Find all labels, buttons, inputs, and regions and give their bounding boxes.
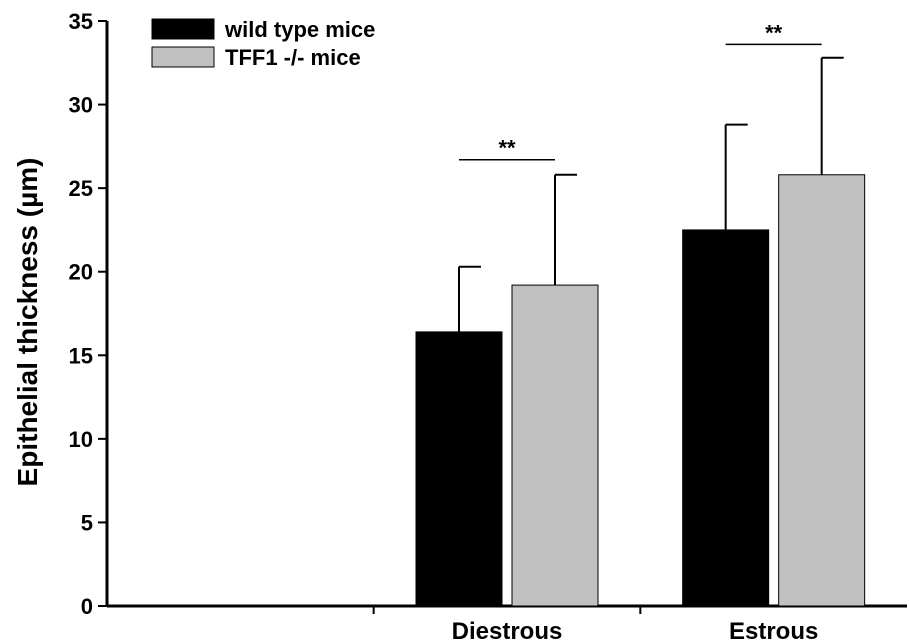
y-tick-label: 35 bbox=[69, 9, 93, 34]
legend-swatch bbox=[151, 18, 215, 40]
x-tick-label: Diestrous bbox=[452, 618, 563, 642]
y-tick-label: 5 bbox=[81, 510, 93, 535]
x-tick-label: Estrous bbox=[729, 618, 818, 642]
bar bbox=[511, 284, 599, 607]
bar bbox=[778, 174, 866, 607]
y-tick-label: 0 bbox=[81, 594, 93, 619]
significance-label: ** bbox=[765, 20, 783, 45]
y-axis-ticks: 0 5 10 15 20 25 30 35 bbox=[69, 9, 107, 619]
y-tick-label: 10 bbox=[69, 427, 93, 452]
y-tick-label: 20 bbox=[69, 260, 93, 285]
error-bars bbox=[458, 56, 844, 332]
legend-label: wild type mice bbox=[224, 17, 375, 42]
y-axis-label: Epithelial thickness (µm) bbox=[12, 158, 43, 487]
y-tick-label: 25 bbox=[69, 176, 93, 201]
bar bbox=[415, 331, 503, 607]
legend-swatch bbox=[151, 46, 215, 68]
y-tick-label: 30 bbox=[69, 93, 93, 118]
bars bbox=[415, 174, 866, 607]
chart-axes bbox=[105, 21, 907, 608]
y-tick-label: 15 bbox=[69, 343, 93, 368]
legend-label: TFF1 -/- mice bbox=[225, 45, 361, 70]
significance-label: ** bbox=[498, 136, 516, 161]
legend: wild type mice TFF1 -/- mice bbox=[151, 17, 375, 70]
significance-markers: ** ** bbox=[459, 20, 822, 161]
x-axis-ticks: Diestrous Estrous bbox=[372, 606, 818, 642]
bar bbox=[682, 229, 770, 607]
